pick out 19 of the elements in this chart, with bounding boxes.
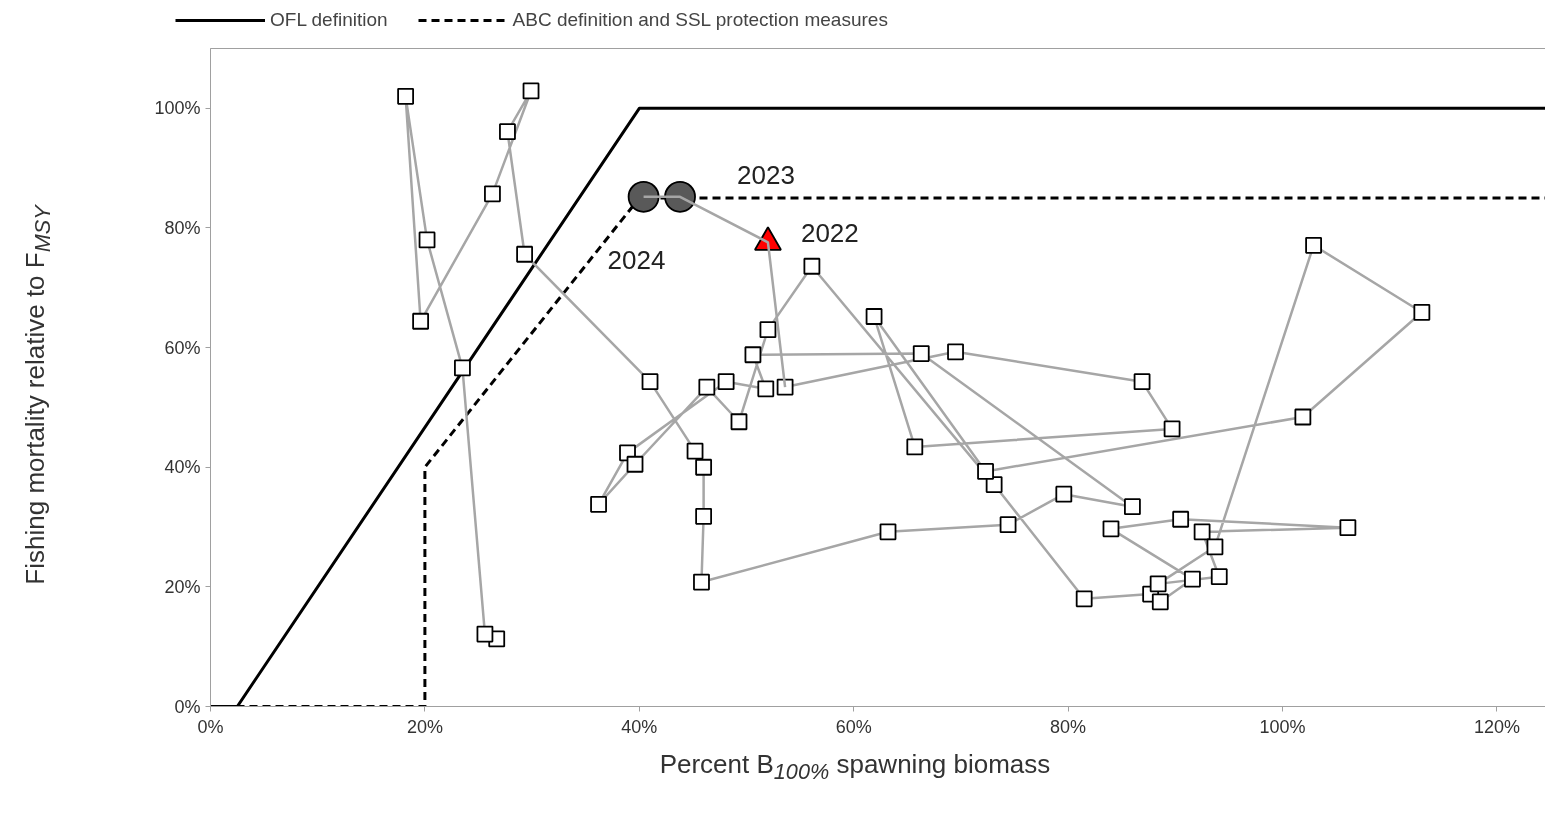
y-tick-label: 60% <box>164 337 201 358</box>
x-tick-label: 60% <box>835 716 872 737</box>
x-tick-label: 80% <box>1050 716 1087 737</box>
y-tick-label: 80% <box>164 217 201 238</box>
annotation: 2023 <box>737 159 795 190</box>
annotation: 2022 <box>800 218 859 249</box>
x-axis-title: Percent B$_{100%}$ spawning biomass <box>658 748 1052 787</box>
y-tick-label: 20% <box>164 576 201 597</box>
y-tick-label: 40% <box>164 457 201 478</box>
y-tick-label: 100% <box>154 98 201 119</box>
x-tick-label: 40% <box>621 716 658 737</box>
x-tick-label: 100% <box>1259 716 1306 737</box>
x-tick-label: 20% <box>406 716 443 737</box>
y-tick-label: 0% <box>174 696 201 717</box>
x-tick-label: 0% <box>197 716 224 737</box>
legend-label: ABC definition and SSL protection measures <box>512 9 888 31</box>
annotation: 2024 <box>607 244 666 275</box>
x-tick-label: 120% <box>1473 716 1520 737</box>
legend-label: OFL definition <box>270 9 388 31</box>
